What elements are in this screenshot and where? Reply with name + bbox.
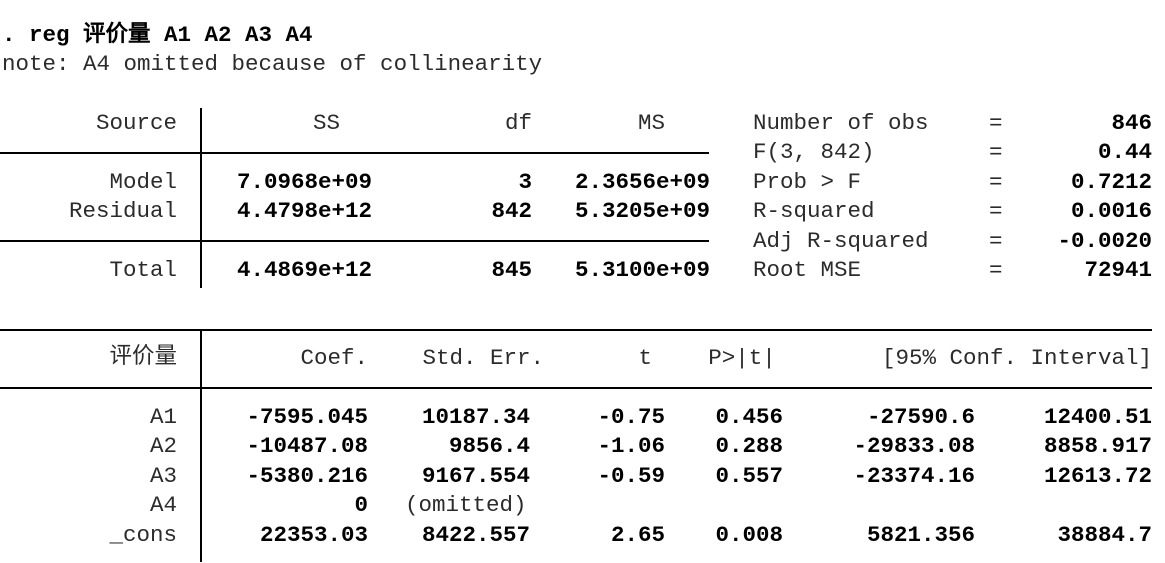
anova-header-source: Source xyxy=(95,110,177,136)
anova-source: Residual xyxy=(68,198,177,224)
command-varlist: 评价量 A1 A2 A3 A4 xyxy=(83,22,313,48)
coef-p: 0.008 xyxy=(715,522,783,548)
anova-df: 845 xyxy=(491,257,532,283)
anova-rule-top xyxy=(0,152,709,154)
coef-var: A3 xyxy=(149,463,177,489)
coef-value: 22353.03 xyxy=(259,522,368,548)
coef-t: -1.06 xyxy=(597,433,665,459)
stat-value: 0.44 xyxy=(1097,139,1152,165)
coef-se: 9856.4 xyxy=(448,433,530,459)
anova-header-ss: SS xyxy=(312,110,340,136)
coef-t: -0.75 xyxy=(597,404,665,430)
coef-ci-upper: 8858.917 xyxy=(1043,433,1152,459)
coef-ci-lower: -23374.16 xyxy=(853,463,975,489)
anova-vertical-rule xyxy=(200,108,202,288)
stat-label: Root MSE xyxy=(753,257,862,283)
stat-label: R-squared xyxy=(753,198,875,224)
coef-var: A2 xyxy=(149,433,177,459)
stat-equals: = xyxy=(989,257,1003,283)
coef-omitted: (omitted) xyxy=(405,492,527,518)
coef-header-t: t xyxy=(638,345,652,371)
anova-df: 3 xyxy=(518,169,532,195)
stat-value: 0.7212 xyxy=(1070,169,1152,195)
anova-source: Model xyxy=(109,169,177,195)
coef-var: A4 xyxy=(149,492,177,518)
anova-df: 842 xyxy=(491,198,532,224)
coef-p: 0.288 xyxy=(715,433,783,459)
coef-header-p: P>|t| xyxy=(708,345,776,371)
stat-label: Number of obs xyxy=(753,110,929,136)
stat-equals: = xyxy=(989,169,1003,195)
coef-p: 0.456 xyxy=(715,404,783,430)
coef-ci-upper: 12400.51 xyxy=(1043,404,1152,430)
stat-equals: = xyxy=(989,228,1003,254)
coef-rule-top xyxy=(0,329,1152,331)
coef-value: -5380.216 xyxy=(246,463,368,489)
command-prompt: . reg xyxy=(2,22,70,48)
anova-ms: 5.3100e+09 xyxy=(574,257,710,283)
coef-se: 8422.557 xyxy=(421,522,530,548)
coef-var: _cons xyxy=(109,522,177,548)
coef-se: 9167.554 xyxy=(421,463,530,489)
coef-rule-header xyxy=(0,387,1152,389)
stat-value: 846 xyxy=(1111,110,1152,136)
coef-se: 10187.34 xyxy=(421,404,530,430)
anova-ms: 2.3656e+09 xyxy=(574,169,710,195)
coef-vertical-rule xyxy=(200,329,202,562)
coef-value: -7595.045 xyxy=(246,404,368,430)
collinearity-note: note: A4 omitted because of collinearity xyxy=(2,51,543,77)
anova-ss: 4.4869e+12 xyxy=(237,257,373,283)
stat-equals: = xyxy=(989,110,1003,136)
stat-label: Prob > F xyxy=(753,169,862,195)
coef-ci-upper: 12613.72 xyxy=(1043,463,1152,489)
stat-equals: = xyxy=(989,198,1003,224)
coef-t: 2.65 xyxy=(610,522,665,548)
coef-value: 0 xyxy=(354,492,368,518)
anova-source: Total xyxy=(109,257,177,283)
anova-ss: 7.0968e+09 xyxy=(237,169,373,195)
coef-p: 0.557 xyxy=(715,463,783,489)
anova-header-ms: MS xyxy=(637,110,665,136)
coef-ci-lower: 5821.356 xyxy=(866,522,975,548)
stat-value: 0.0016 xyxy=(1070,198,1152,224)
coef-header-se: Std. Err. xyxy=(422,345,544,371)
anova-ms: 5.3205e+09 xyxy=(574,198,710,224)
coef-header-coef: Coef. xyxy=(300,345,368,371)
stat-label: Adj R-squared xyxy=(753,228,929,254)
anova-ss: 4.4798e+12 xyxy=(237,198,373,224)
coef-header-depvar: 评价量 xyxy=(109,344,177,370)
coef-var: A1 xyxy=(149,404,177,430)
coef-value: -10487.08 xyxy=(246,433,368,459)
coef-header-ci: [95% Conf. Interval] xyxy=(881,345,1152,371)
command-line: . reg 评价量 A1 A2 A3 A4 xyxy=(2,22,313,48)
stat-equals: = xyxy=(989,139,1003,165)
coef-ci-lower: -27590.6 xyxy=(866,404,975,430)
anova-rule-bottom xyxy=(0,240,709,242)
coef-ci-lower: -29833.08 xyxy=(853,433,975,459)
coef-ci-upper: 38884.7 xyxy=(1057,522,1152,548)
anova-header-df: df xyxy=(504,110,532,136)
coef-t: -0.59 xyxy=(597,463,665,489)
stat-value: -0.0020 xyxy=(1057,228,1152,254)
stat-value: 72941 xyxy=(1084,257,1152,283)
stat-label: F(3, 842) xyxy=(753,139,875,165)
